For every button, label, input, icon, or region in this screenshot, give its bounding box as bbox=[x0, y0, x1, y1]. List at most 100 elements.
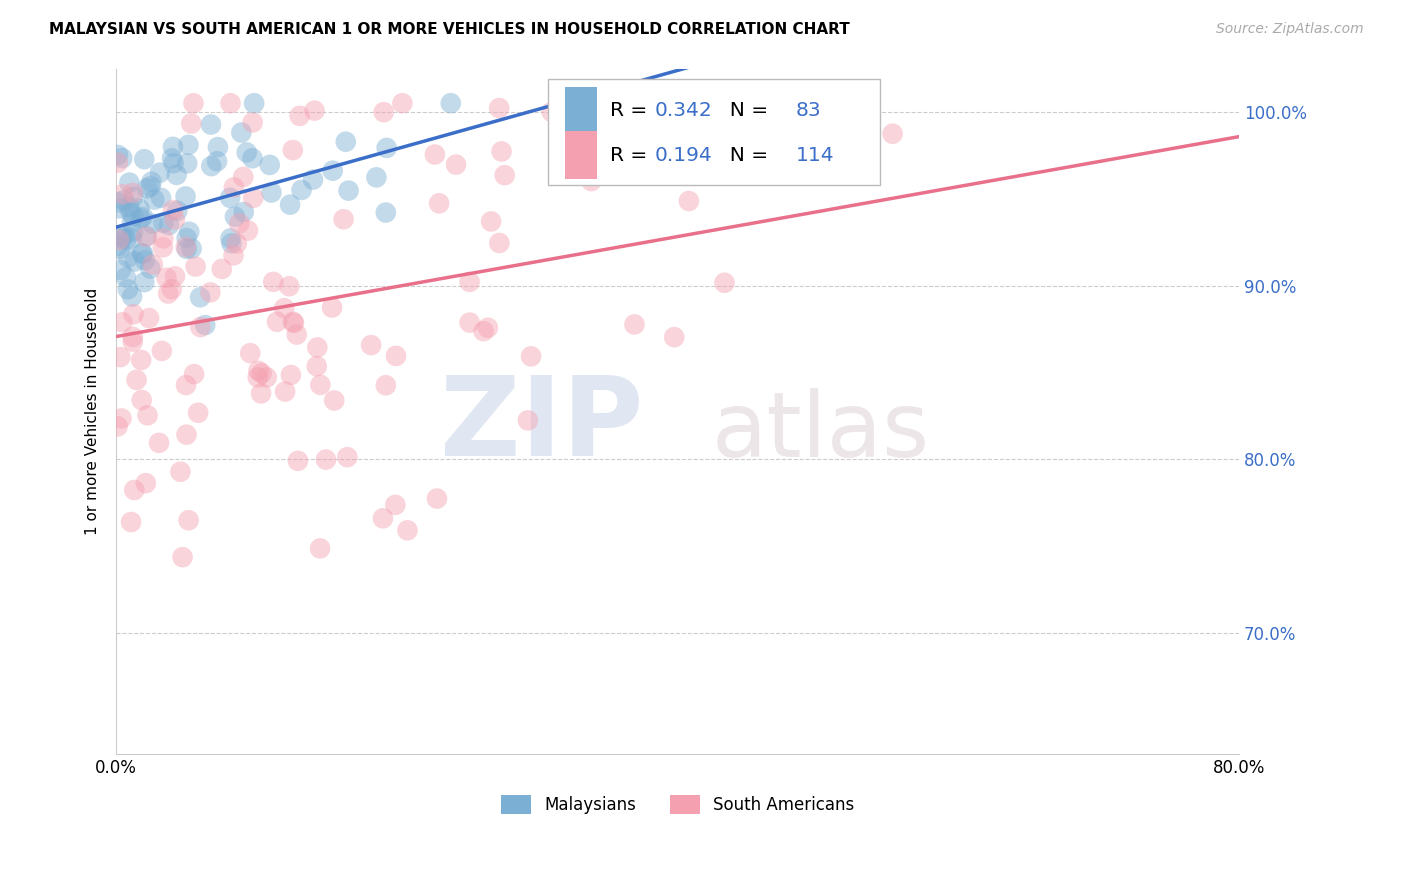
Point bbox=[129, 353, 152, 368]
Point bbox=[132, 246, 155, 260]
Point bbox=[177, 137, 200, 152]
Point bbox=[169, 465, 191, 479]
Point bbox=[200, 285, 222, 300]
Point bbox=[176, 242, 198, 256]
FancyBboxPatch shape bbox=[548, 78, 880, 185]
Point bbox=[200, 159, 222, 173]
Point bbox=[250, 386, 273, 401]
Point bbox=[141, 217, 163, 231]
Point bbox=[110, 263, 132, 277]
Point bbox=[211, 262, 233, 277]
Point bbox=[491, 145, 513, 159]
Point bbox=[163, 156, 186, 170]
Point bbox=[235, 145, 257, 160]
Point bbox=[135, 230, 157, 244]
Point bbox=[274, 384, 297, 399]
Text: Source: ZipAtlas.com: Source: ZipAtlas.com bbox=[1216, 22, 1364, 37]
Point bbox=[132, 210, 155, 224]
Point bbox=[283, 316, 305, 330]
Point bbox=[148, 436, 170, 450]
Point bbox=[135, 476, 157, 491]
Point bbox=[278, 197, 301, 211]
Point bbox=[288, 109, 311, 123]
Point bbox=[122, 209, 145, 223]
Point bbox=[200, 118, 222, 132]
Point bbox=[117, 282, 139, 296]
Point bbox=[260, 186, 283, 200]
Point bbox=[134, 152, 156, 166]
Point bbox=[396, 524, 419, 538]
Point bbox=[242, 191, 264, 205]
Point bbox=[222, 248, 245, 262]
Point bbox=[232, 169, 254, 184]
Point bbox=[256, 370, 278, 384]
Point bbox=[160, 151, 183, 165]
Point bbox=[190, 320, 212, 334]
Point bbox=[243, 96, 266, 111]
Point bbox=[118, 176, 141, 190]
Text: 0.194: 0.194 bbox=[655, 145, 713, 165]
Point bbox=[134, 275, 156, 289]
Point bbox=[247, 364, 270, 378]
Point bbox=[323, 393, 346, 408]
Point bbox=[179, 225, 201, 239]
Point bbox=[678, 194, 700, 208]
Point bbox=[138, 311, 160, 326]
Point bbox=[107, 419, 129, 434]
Point bbox=[163, 212, 186, 227]
Point bbox=[107, 155, 129, 169]
Point bbox=[309, 541, 332, 556]
Point bbox=[117, 251, 139, 265]
Point bbox=[384, 498, 406, 512]
Point bbox=[184, 260, 207, 274]
Point bbox=[108, 242, 131, 256]
Point bbox=[176, 427, 198, 442]
Point bbox=[520, 350, 543, 364]
Text: MALAYSIAN VS SOUTH AMERICAN 1 OR MORE VEHICLES IN HOUSEHOLD CORRELATION CHART: MALAYSIAN VS SOUTH AMERICAN 1 OR MORE VE… bbox=[49, 22, 851, 37]
Point bbox=[150, 343, 173, 358]
Point bbox=[152, 231, 174, 245]
Point bbox=[150, 191, 173, 205]
Point bbox=[219, 231, 242, 245]
Point bbox=[162, 202, 184, 217]
Point bbox=[136, 409, 159, 423]
Text: R =: R = bbox=[610, 145, 654, 165]
Point bbox=[122, 186, 145, 200]
Point bbox=[488, 101, 510, 115]
Point bbox=[121, 334, 143, 349]
Point bbox=[108, 202, 131, 216]
Point bbox=[176, 156, 198, 170]
Point bbox=[143, 193, 166, 207]
Point bbox=[131, 392, 153, 407]
Point bbox=[309, 377, 332, 392]
Point bbox=[285, 327, 308, 342]
Point bbox=[232, 205, 254, 219]
Point bbox=[281, 315, 304, 329]
Point bbox=[187, 406, 209, 420]
Point bbox=[115, 232, 138, 246]
Point bbox=[125, 373, 148, 387]
Text: atlas: atlas bbox=[711, 388, 929, 476]
Point bbox=[219, 96, 242, 111]
Point bbox=[222, 180, 245, 194]
Text: R =: R = bbox=[610, 101, 654, 120]
FancyBboxPatch shape bbox=[565, 87, 596, 135]
Point bbox=[114, 270, 136, 285]
Point bbox=[304, 103, 326, 118]
Legend: Malaysians, South Americans: Malaysians, South Americans bbox=[501, 795, 853, 814]
Point bbox=[194, 318, 217, 332]
Point bbox=[273, 301, 295, 315]
Point bbox=[180, 242, 202, 256]
Point bbox=[385, 349, 408, 363]
Point bbox=[228, 216, 250, 230]
Point bbox=[118, 200, 141, 214]
Point bbox=[177, 513, 200, 527]
Point bbox=[360, 338, 382, 352]
Point bbox=[242, 151, 264, 165]
Point bbox=[568, 102, 591, 116]
Point bbox=[225, 236, 247, 251]
Point bbox=[122, 190, 145, 204]
Point bbox=[321, 301, 343, 315]
Point bbox=[373, 105, 395, 120]
Point bbox=[375, 141, 398, 155]
